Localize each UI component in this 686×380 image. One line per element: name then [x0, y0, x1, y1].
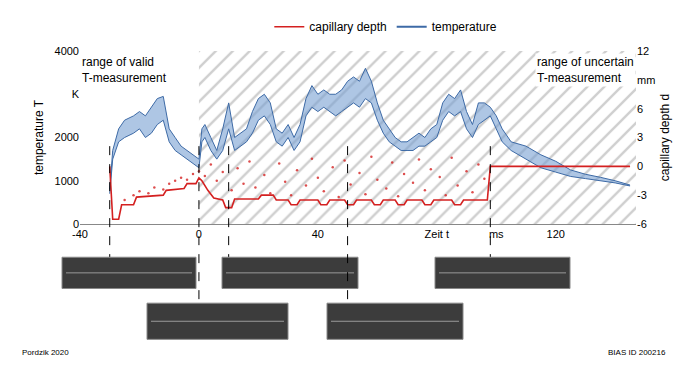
svg-text:capillary depth d: capillary depth d [658, 94, 672, 181]
svg-text:2000: 2000 [55, 131, 79, 143]
svg-text:0: 0 [196, 228, 202, 240]
svg-text:3: 3 [637, 131, 643, 143]
svg-text:4000: 4000 [55, 45, 79, 57]
svg-text:range of validT-measurement: range of validT-measurement [82, 55, 167, 85]
svg-text:0: 0 [73, 218, 79, 230]
svg-text:mm: mm [637, 74, 655, 86]
svg-text:40: 40 [312, 228, 324, 240]
svg-text:120: 120 [547, 228, 565, 240]
svg-text:-6: -6 [637, 218, 647, 230]
svg-text:6: 6 [637, 103, 643, 115]
svg-text:temperature: temperature [432, 20, 497, 34]
svg-text:temperature T: temperature T [32, 99, 46, 175]
svg-text:Zeit t: Zeit t [425, 228, 449, 240]
svg-text:K: K [72, 88, 80, 100]
svg-text:BIAS ID 200216: BIAS ID 200216 [608, 348, 666, 357]
svg-text:-40: -40 [72, 228, 88, 240]
svg-text:range of uncertainT-measuremen: range of uncertainT-measurement [537, 55, 634, 85]
svg-text:capillary depth: capillary depth [309, 20, 386, 34]
svg-text:1000: 1000 [55, 175, 79, 187]
svg-text:0: 0 [637, 160, 643, 172]
svg-text:Pordzik 2020: Pordzik 2020 [22, 348, 69, 357]
svg-text:12: 12 [637, 45, 649, 57]
svg-text:ms: ms [489, 228, 504, 240]
svg-text:-3: -3 [637, 189, 647, 201]
